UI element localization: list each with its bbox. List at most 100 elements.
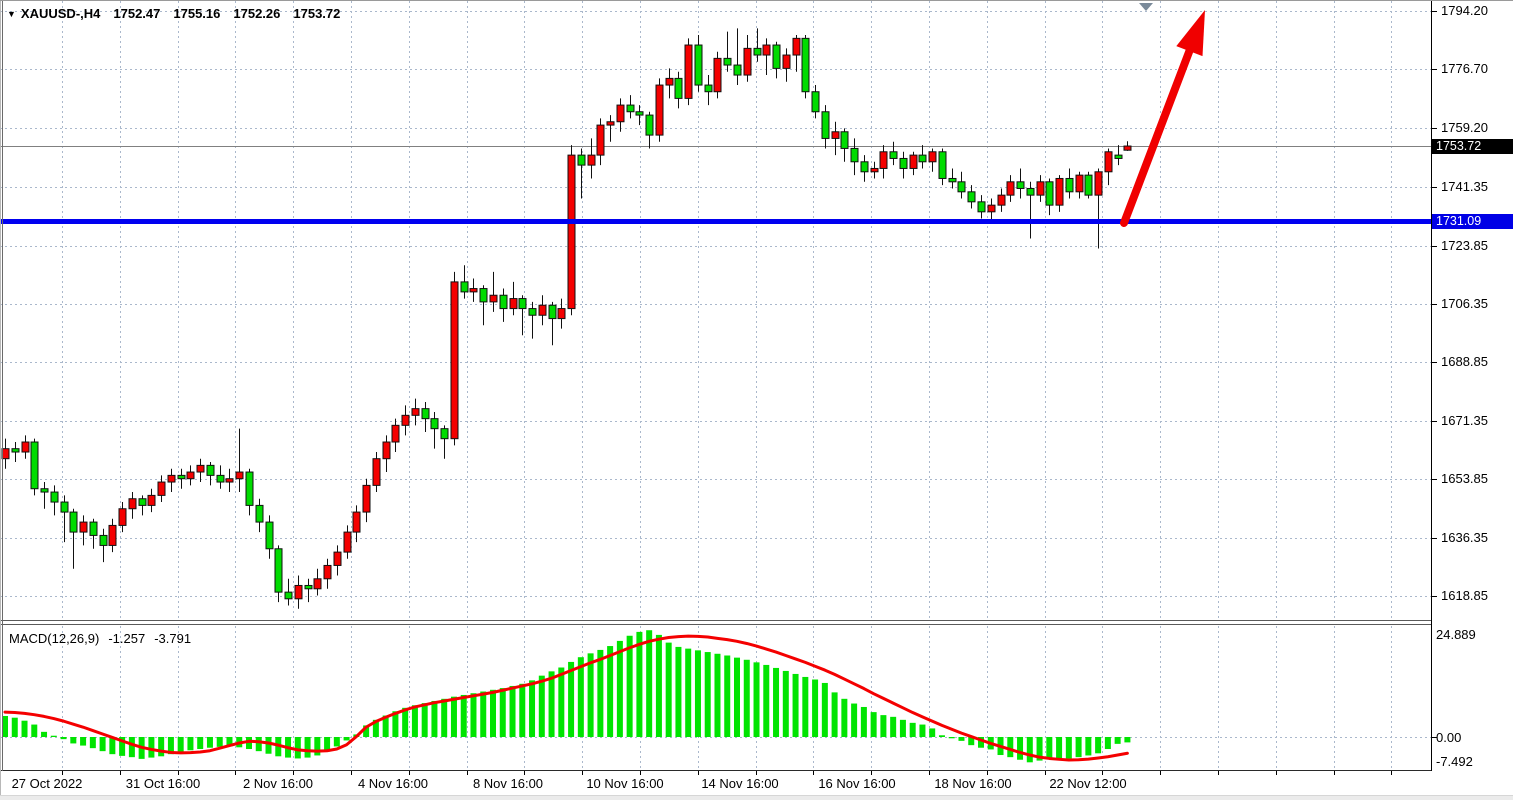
price-axis-label: 1688.85 (1441, 354, 1488, 369)
candle-down (11, 448, 20, 453)
candle-down (772, 44, 781, 69)
candle-down (265, 521, 274, 550)
macd-bar (99, 737, 106, 752)
candle-up (118, 508, 127, 526)
window-bottom-edge (0, 795, 1513, 800)
macd-bar (1026, 737, 1033, 763)
macd-bar (509, 685, 516, 737)
candle-up (909, 154, 918, 169)
candle-down (889, 151, 898, 159)
macd-bar (363, 725, 370, 737)
candle-up (1104, 151, 1113, 173)
candle-down (918, 154, 927, 163)
macd-bar (792, 673, 799, 737)
candle-up (450, 281, 459, 440)
candle-down (440, 428, 449, 440)
candle-down (626, 104, 635, 113)
candle-down (899, 157, 908, 169)
macd-bar (460, 694, 467, 737)
macd-bar (636, 631, 643, 737)
macd-bar (821, 682, 828, 737)
candle-up (186, 471, 195, 480)
candle-up (792, 37, 801, 56)
candle-up (1, 448, 10, 460)
candle-up (382, 441, 391, 460)
macd-bar (870, 712, 877, 737)
macd-bar (1065, 737, 1072, 759)
candle-down (421, 408, 430, 420)
price-axis-label: 1759.20 (1441, 120, 1488, 135)
macd-bar (978, 737, 984, 748)
macd-bar (890, 716, 897, 737)
macd-bar (109, 737, 116, 755)
candle-up (147, 494, 156, 506)
macd-bar (948, 737, 955, 739)
macd-bar (421, 703, 428, 737)
macd-bar (773, 667, 780, 737)
candle-down (274, 548, 283, 593)
macd-bar (167, 737, 174, 755)
ohlc-open: 1752.47 (113, 6, 161, 21)
macd-current-value: -1.257 (108, 631, 146, 646)
candle-down (977, 201, 986, 213)
macd-bar (480, 691, 487, 737)
macd-bar (1007, 737, 1014, 758)
time-axis-label: 27 Oct 2022 (11, 776, 83, 791)
macd-bar (704, 652, 711, 737)
time-axis-label: 14 Nov 16:00 (701, 776, 779, 791)
candle-down (1114, 154, 1123, 159)
macd-bar (255, 737, 262, 752)
candle-up (313, 578, 322, 590)
macd-bar (177, 737, 184, 753)
macd-bar (333, 737, 340, 747)
macd-bar (616, 640, 623, 737)
candle-up (343, 531, 352, 553)
candle-down (40, 488, 49, 493)
macd-bar (382, 715, 389, 737)
macd-bar (529, 680, 536, 737)
candle-up (1075, 174, 1084, 193)
macd-bar (734, 657, 740, 737)
candle-down (694, 44, 703, 86)
candle-down (518, 298, 527, 310)
symbol-timeframe-label: XAUUSD-,H4 (20, 6, 101, 21)
macd-bar (1017, 737, 1024, 760)
ohlc-low: 1752.26 (233, 6, 281, 21)
macd-bar (265, 737, 272, 754)
macd-bar (1046, 737, 1053, 759)
macd-histogram (2, 630, 1131, 763)
price-axis-label: 1794.20 (1441, 3, 1488, 18)
price-axis-label: 1636.35 (1441, 530, 1488, 545)
macd-scale-max: 24.889 (1436, 627, 1476, 642)
candle-up (987, 204, 996, 213)
macd-bar (548, 671, 555, 737)
price-axis-label: 1618.85 (1441, 588, 1488, 603)
candle-up (782, 54, 791, 69)
price-axis-label: 1776.70 (1441, 61, 1488, 76)
macd-bar (441, 698, 448, 737)
candle-down (89, 521, 98, 536)
candle-down (938, 151, 947, 179)
current-price-tag: 1753.72 (1432, 139, 1513, 154)
price-axis-label: 1706.35 (1441, 296, 1488, 311)
candle-up (684, 44, 693, 99)
macd-bar (607, 646, 614, 737)
macd-bar (646, 630, 653, 737)
candle-down (1065, 177, 1074, 193)
candle-up (1094, 171, 1103, 196)
time-axis-label: 31 Oct 16:00 (125, 776, 201, 791)
symbol-dropdown-icon[interactable]: ▼ (7, 9, 16, 19)
arrow-up-annotation[interactable] (1120, 10, 1205, 227)
candle-down (753, 47, 762, 56)
chart-title: ▼ XAUUSD-,H4 1752.47 1755.16 1752.26 1753.72 (7, 6, 340, 21)
candle-down (69, 511, 78, 533)
macd-bar (89, 737, 96, 749)
macd-bar (1036, 737, 1043, 761)
macd-bar (70, 737, 77, 744)
candle-down (528, 308, 537, 316)
macd-bar (685, 648, 692, 737)
macd-bar (304, 737, 311, 758)
bar-shift-marker-icon[interactable] (1139, 3, 1153, 11)
macd-label-row: MACD(12,26,9) -1.257 -3.791 (9, 631, 200, 646)
